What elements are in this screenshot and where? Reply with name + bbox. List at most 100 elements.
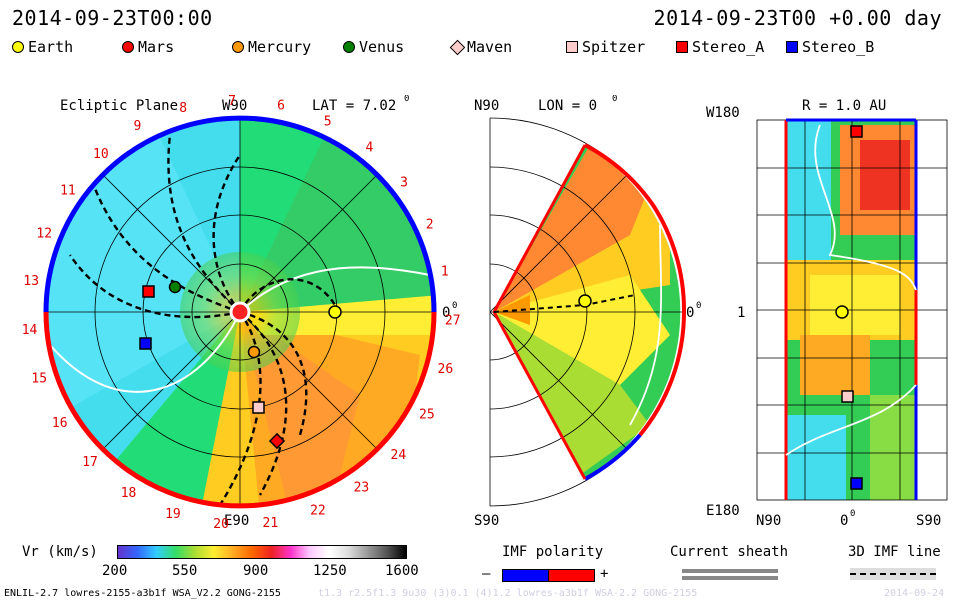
earth-marker	[328, 305, 342, 319]
ecliptic-top-label: W90	[222, 98, 247, 114]
shell-mid-left-label: 1	[737, 305, 745, 321]
legend-label: Spitzer	[582, 38, 646, 56]
sector-label-24: 24	[391, 448, 407, 463]
stereo-a-legend-marker	[676, 41, 688, 53]
colorbar-tick-3: 1250	[313, 563, 347, 579]
legend-item-maven: Maven	[449, 38, 512, 56]
mars-marker	[142, 285, 155, 298]
sector-label-5: 5	[324, 114, 332, 129]
colorbar-tick-2: 900	[243, 563, 269, 579]
sector-label-16: 16	[52, 416, 68, 431]
footer-left: ENLIL-2.7 lowres-2155-a3b1f WSA_V2.2 GON…	[4, 588, 281, 599]
sector-label-12: 12	[36, 227, 52, 242]
datetime-right: 2014-09-23T00 +0.00 day	[653, 6, 942, 30]
meridional-right-sup: 0	[696, 301, 701, 311]
sector-label-14: 14	[22, 323, 38, 338]
legend-item-stereo-a: Stereo_A	[676, 38, 764, 56]
earth-marker-shell	[835, 305, 849, 319]
maven-legend-marker	[449, 39, 466, 55]
sector-label-2: 2	[426, 218, 434, 233]
legend-item-mars: Mars	[122, 38, 174, 56]
imf-polarity-title: IMF polarity	[502, 544, 604, 560]
ecliptic-plane-panel: Ecliptic Plane W90 LAT = 7.02 0 E90 0 0 …	[22, 95, 461, 532]
stereo-a-marker-shell	[850, 125, 863, 138]
mercury-marker	[247, 345, 261, 359]
imf-polarity-plus: +	[600, 566, 609, 582]
ecliptic-title: Ecliptic Plane	[60, 98, 178, 114]
legend-label: Venus	[359, 38, 405, 56]
sector-label-22: 22	[310, 504, 326, 519]
sector-label-17: 17	[82, 455, 98, 470]
footer-right: 2014-09-24	[884, 588, 945, 599]
ecliptic-lat-label: LAT = 7.02	[312, 98, 396, 114]
sector-label-8: 8	[179, 101, 187, 116]
sector-label-25: 25	[419, 408, 435, 423]
sector-label-7: 7	[228, 95, 236, 109]
stereo-b-marker	[139, 337, 152, 350]
sector-label-15: 15	[31, 372, 47, 387]
footer-middle: t1.3 r2.5f1.3 9u30 (3)0.1 (4)1.2 lowres-…	[318, 588, 698, 599]
shell-top-left-label: W180	[706, 105, 740, 121]
ecliptic-right-label: 0	[442, 305, 450, 321]
imf-line-sample	[850, 573, 936, 575]
earth-legend-marker	[12, 41, 24, 53]
shell-bottom-left-label: E180	[706, 503, 740, 519]
spitzer-marker-shell	[841, 390, 854, 403]
sector-label-18: 18	[121, 486, 137, 501]
ecliptic-right-sup: 0	[452, 301, 457, 311]
sector-label-13: 13	[23, 274, 39, 289]
mercury-legend-marker	[232, 41, 244, 53]
ecliptic-lat-sup: 0	[404, 95, 409, 104]
imf-polarity-negative-swatch	[502, 569, 549, 582]
stereo-b-legend-marker	[786, 41, 798, 53]
sector-label-27: 27	[445, 313, 461, 328]
current-sheath-line-1	[682, 569, 778, 573]
legend-label: Earth	[28, 38, 74, 56]
mars-legend-marker	[122, 41, 134, 53]
meridional-bottom-label: S90	[474, 513, 499, 529]
sector-label-10: 10	[93, 147, 109, 162]
sector-label-23: 23	[354, 480, 370, 495]
current-sheath-title: Current sheath	[670, 544, 789, 560]
legend-item-stereo-b: Stereo_B	[786, 38, 874, 56]
meridional-panel: N90 LON = 0 0 S90 0 0	[474, 95, 701, 529]
sector-label-4: 4	[366, 141, 374, 156]
meridional-top-label: N90	[474, 98, 499, 114]
spitzer-marker	[252, 401, 265, 414]
legend-label: Mercury	[248, 38, 312, 56]
sector-label-3: 3	[400, 176, 408, 191]
legend-label: Stereo_A	[692, 38, 765, 56]
datetime-left: 2014-09-23T00:00	[12, 6, 213, 30]
maven-marker	[268, 432, 286, 450]
imf-polarity-positive-swatch	[548, 569, 595, 582]
current-sheath-line-2	[682, 576, 778, 580]
shell-map-panel: R = 1.0 AU W180 1 E180 N90 0 0 S90	[706, 98, 948, 529]
legend-item-spitzer: Spitzer	[566, 38, 645, 56]
spitzer-legend-marker	[566, 41, 578, 53]
venus-marker	[168, 280, 182, 294]
shell-x-mid-sup: 0	[850, 509, 855, 519]
colorbar	[117, 545, 407, 559]
sector-label-9: 9	[134, 119, 142, 134]
meridional-title: LON = 0	[538, 98, 597, 114]
sector-label-19: 19	[165, 507, 181, 522]
meridional-title-sup: 0	[612, 95, 617, 104]
legend-label: Stereo_B	[802, 38, 875, 56]
colorbar-tick-0: 200	[102, 563, 128, 579]
meridional-right-label: 0	[686, 305, 694, 321]
legend-item-venus: Venus	[343, 38, 404, 56]
sector-label-11: 11	[60, 183, 76, 198]
imf-polarity-minus: –	[482, 566, 491, 582]
sector-label-21: 21	[263, 516, 279, 531]
shell-x-label-0: N90	[756, 513, 781, 529]
legend-label: Mars	[138, 38, 175, 56]
stereo-b-marker-shell	[850, 477, 863, 490]
venus-legend-marker	[343, 41, 355, 53]
ecliptic-bottom-label: E90	[224, 513, 249, 529]
shell-x-label-2: S90	[916, 513, 941, 529]
legend-item-earth: Earth	[12, 38, 73, 56]
imf-line-title: 3D IMF line	[848, 544, 941, 560]
legend-item-mercury: Mercury	[232, 38, 311, 56]
colorbar-tick-4: 1600	[385, 563, 419, 579]
